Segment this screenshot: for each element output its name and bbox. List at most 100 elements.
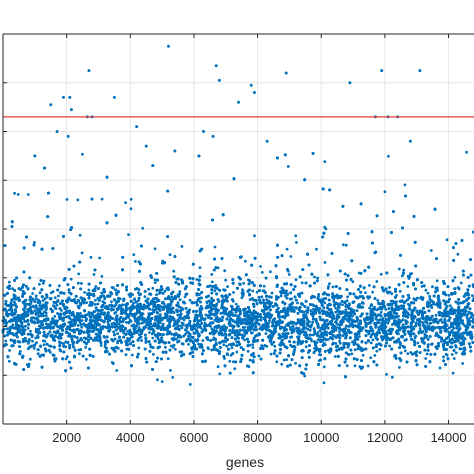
data-point [418, 327, 422, 330]
data-point [55, 303, 59, 307]
data-point [65, 309, 68, 313]
data-point [253, 234, 256, 238]
data-point [24, 284, 28, 288]
data-point [34, 294, 38, 298]
data-point [117, 296, 120, 300]
data-point [199, 326, 203, 330]
data-point [259, 318, 262, 322]
data-point [41, 281, 45, 285]
data-point [424, 288, 428, 292]
data-point [440, 340, 443, 343]
data-point [273, 344, 277, 348]
data-point [18, 350, 22, 353]
data-point [29, 329, 32, 333]
data-point [153, 278, 157, 282]
data-point [13, 191, 16, 195]
data-point [260, 295, 264, 299]
data-point [309, 337, 313, 341]
data-point [171, 376, 175, 379]
data-point [290, 331, 294, 335]
data-point [93, 303, 97, 306]
data-point [44, 314, 48, 317]
data-point [323, 225, 327, 229]
data-point [342, 243, 345, 247]
data-point [187, 343, 190, 346]
data-point [243, 259, 247, 263]
data-point [272, 340, 276, 344]
data-point [257, 295, 261, 299]
data-point [316, 276, 319, 280]
data-point [316, 331, 320, 335]
data-point [143, 295, 147, 299]
data-point [85, 301, 88, 304]
data-point [447, 294, 451, 297]
data-point [366, 364, 370, 368]
data-point [178, 298, 182, 302]
data-point [269, 270, 272, 274]
data-point [85, 357, 88, 361]
data-point [383, 190, 387, 194]
data-point [294, 278, 298, 282]
data-point [409, 351, 413, 354]
data-point [166, 357, 170, 361]
data-point [26, 326, 30, 330]
data-point [57, 284, 61, 288]
data-point [197, 342, 201, 346]
data-point [341, 334, 345, 338]
data-point [389, 299, 393, 303]
data-point [169, 369, 172, 372]
data-point [231, 342, 235, 345]
data-point [183, 295, 187, 299]
data-point [76, 324, 80, 327]
data-point [448, 304, 452, 307]
data-point [251, 343, 255, 346]
data-point [174, 347, 177, 351]
data-point [178, 290, 182, 294]
data-point [454, 351, 458, 355]
data-point [229, 353, 233, 357]
data-point [51, 290, 55, 294]
data-point [132, 301, 135, 305]
data-point [322, 306, 326, 310]
data-point [77, 272, 81, 276]
data-point [316, 338, 320, 342]
data-point [183, 328, 187, 332]
data-point [37, 310, 40, 314]
data-point [317, 293, 321, 296]
data-point [48, 344, 51, 348]
data-point [255, 328, 258, 332]
data-point [100, 197, 104, 201]
data-point [182, 334, 186, 338]
data-point [83, 291, 86, 294]
data-point [371, 338, 375, 342]
data-point [257, 354, 261, 358]
data-point [460, 347, 463, 351]
data-point [355, 309, 359, 312]
data-point [213, 289, 217, 293]
data-point [163, 289, 167, 293]
data-point [124, 320, 128, 324]
data-point [289, 255, 293, 258]
data-point [80, 325, 84, 329]
data-point [76, 281, 80, 285]
data-point [344, 243, 348, 247]
data-point [94, 298, 97, 302]
data-point [390, 292, 394, 296]
data-point [100, 275, 104, 278]
data-point [210, 327, 214, 331]
data-point [7, 280, 11, 284]
data-point [94, 285, 98, 288]
data-point [169, 344, 173, 348]
data-point [318, 329, 322, 333]
data-point [430, 306, 434, 309]
data-point [302, 333, 306, 337]
data-point [270, 291, 274, 295]
data-point [315, 247, 318, 251]
data-point [16, 193, 20, 196]
data-point [441, 320, 444, 324]
data-point [451, 371, 455, 375]
data-point [35, 341, 38, 344]
data-point [411, 352, 414, 356]
data-point [290, 309, 293, 313]
data-point [379, 272, 383, 276]
